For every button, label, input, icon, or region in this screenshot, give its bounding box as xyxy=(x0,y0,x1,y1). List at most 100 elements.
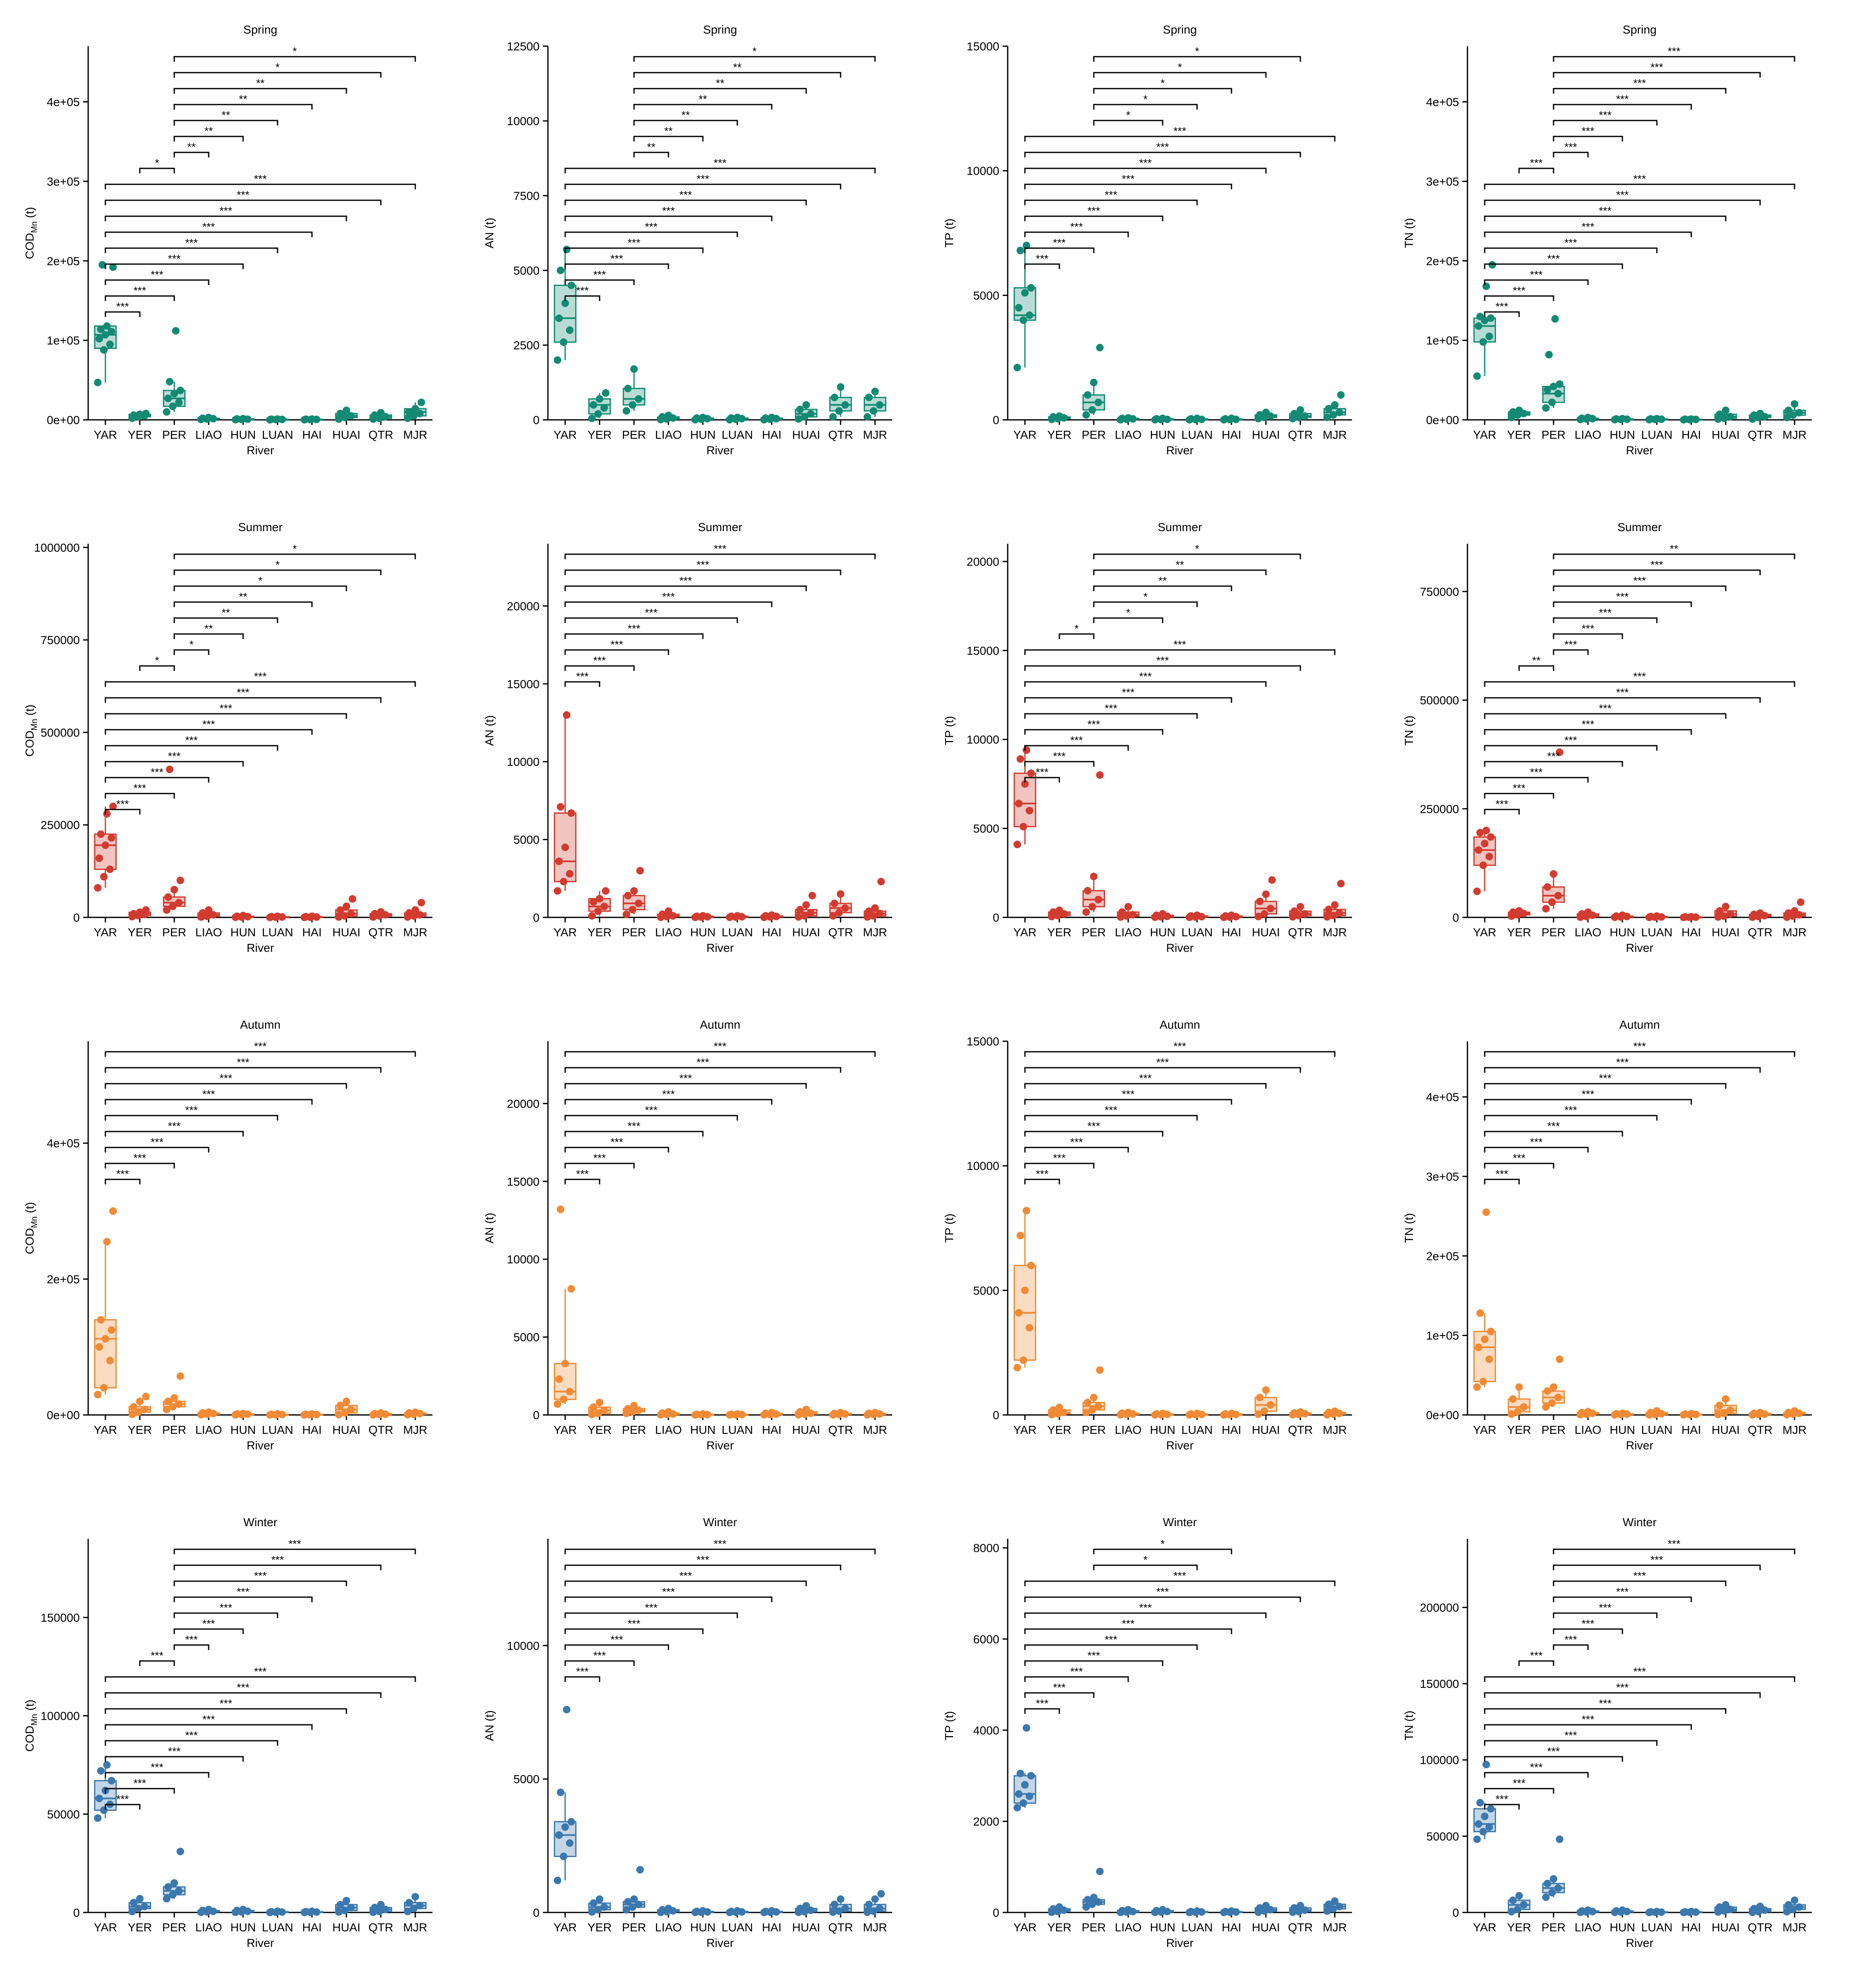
sig-label: *** xyxy=(1582,125,1594,137)
x-tick-label-hai: HAI xyxy=(1682,428,1701,441)
sig-bracket: *** xyxy=(564,638,669,655)
x-tick-label-huai: HUAI xyxy=(1712,1921,1740,1934)
data-point xyxy=(102,331,109,339)
sig-label: *** xyxy=(254,1569,267,1582)
sig-label: *** xyxy=(168,1745,181,1758)
y-axis-label: TP (t) xyxy=(943,1213,956,1242)
sig-line xyxy=(564,1115,738,1121)
sig-line xyxy=(1024,199,1198,205)
box-luan xyxy=(726,912,749,921)
x-tick-label-luan: LUAN xyxy=(1641,1423,1673,1436)
x-tick-label-yar: YAR xyxy=(94,1921,117,1934)
sig-line xyxy=(105,1131,244,1137)
data-point xyxy=(377,409,385,417)
sig-line xyxy=(1024,665,1301,671)
sig-bracket: *** xyxy=(564,1168,600,1184)
sig-line xyxy=(173,120,278,126)
x-tick-label-per: PER xyxy=(1082,1423,1106,1436)
data-point xyxy=(140,1902,148,1910)
x-axis-label: River xyxy=(706,1936,734,1949)
sig-bracket: * xyxy=(1093,45,1301,62)
box-hai xyxy=(300,912,323,921)
sig-bracket: * xyxy=(173,558,382,575)
x-tick-label-liao: LIAO xyxy=(655,1921,682,1934)
sig-label: *** xyxy=(1599,1601,1611,1614)
y-tick-label: 15000 xyxy=(967,644,999,657)
y-tick-label: 5000 xyxy=(973,289,999,302)
x-tick-label-hai: HAI xyxy=(762,1921,782,1934)
x-tick-label-huai: HUAI xyxy=(1712,1423,1740,1436)
y-tick-label: 750000 xyxy=(1420,585,1459,598)
sig-bracket: *** xyxy=(105,1761,210,1778)
data-point xyxy=(1256,897,1264,905)
data-point xyxy=(175,899,183,906)
sig-line xyxy=(1553,104,1692,110)
data-point xyxy=(1084,391,1092,399)
x-tick-label-liao: LIAO xyxy=(1115,926,1142,939)
data-point xyxy=(106,1357,114,1365)
data-point xyxy=(636,867,644,875)
data-point xyxy=(1578,1409,1586,1417)
sig-line xyxy=(564,1644,669,1650)
x-tick-label-yar: YAR xyxy=(553,926,577,939)
x-tick-label-hun: HUN xyxy=(1610,926,1635,939)
sig-bracket: *** xyxy=(105,1088,313,1105)
sig-line xyxy=(105,761,244,767)
sig-label: * xyxy=(293,45,297,58)
sig-label: *** xyxy=(1139,1601,1152,1614)
data-point xyxy=(596,1399,603,1407)
x-tick-label-liao: LIAO xyxy=(1115,428,1142,441)
box-hun xyxy=(231,912,254,921)
data-point xyxy=(166,378,174,386)
sig-label: ** xyxy=(716,77,724,89)
sig-label: *** xyxy=(134,1152,146,1164)
sig-label: *** xyxy=(714,1040,726,1053)
data-point xyxy=(1481,1813,1488,1821)
sig-line xyxy=(564,279,635,285)
box-mjr xyxy=(403,1408,427,1419)
data-point xyxy=(1082,908,1090,916)
sig-label: *** xyxy=(237,189,249,201)
sig-bracket: *** xyxy=(1024,1136,1129,1153)
sig-label: * xyxy=(293,542,297,555)
box-yer xyxy=(1507,1383,1530,1418)
panel-title: Autumn xyxy=(1619,1018,1660,1031)
x-tick-label-huai: HUAI xyxy=(1712,428,1740,441)
data-point xyxy=(1475,1820,1483,1828)
data-point xyxy=(1726,413,1734,421)
data-point xyxy=(560,338,568,346)
data-point xyxy=(831,899,838,907)
x-axis-label: River xyxy=(246,941,274,954)
sig-bracket: *** xyxy=(1553,558,1761,575)
data-point xyxy=(567,809,575,817)
sig-label: *** xyxy=(628,622,640,635)
data-point xyxy=(205,1905,212,1913)
sig-bracket: *** xyxy=(1024,1072,1267,1089)
data-point xyxy=(1290,1409,1298,1417)
box-huai xyxy=(1714,406,1737,423)
box-yar xyxy=(553,1705,576,1884)
sig-label: *** xyxy=(254,1665,267,1678)
data-point xyxy=(1487,833,1495,841)
sig-label: * xyxy=(752,45,757,58)
box-yer xyxy=(1048,906,1071,920)
sig-line xyxy=(105,1708,347,1714)
data-point xyxy=(1784,406,1792,414)
sig-bracket: *** xyxy=(1024,1649,1163,1666)
sig-line xyxy=(173,72,382,78)
data-point xyxy=(1297,903,1304,911)
sig-label: *** xyxy=(1564,1633,1577,1646)
sig-bracket: *** xyxy=(1484,173,1795,189)
x-tick-label-yer: YER xyxy=(1507,926,1531,939)
box-mjr xyxy=(403,1893,427,1915)
sig-bracket: ** xyxy=(633,141,669,157)
sig-line xyxy=(1553,1580,1727,1586)
box-hun xyxy=(691,912,714,921)
box-luan xyxy=(1185,1409,1208,1419)
sig-bracket: *** xyxy=(173,1538,416,1554)
sig-bracket: *** xyxy=(1484,236,1658,253)
data-point xyxy=(1515,1383,1523,1391)
